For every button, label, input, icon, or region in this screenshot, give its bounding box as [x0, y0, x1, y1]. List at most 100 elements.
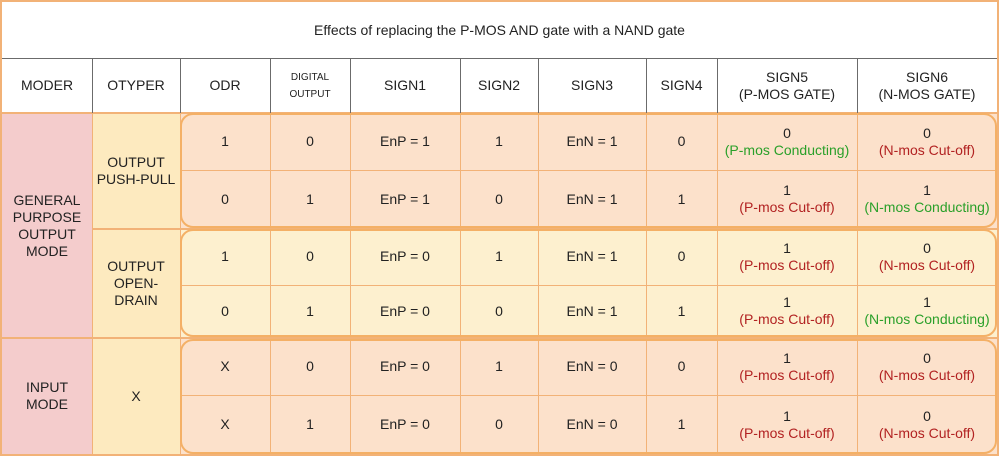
row0-sign1: EnP = 1 [380, 133, 430, 149]
row-divider [180, 395, 997, 396]
row3-digital-output: 1 [306, 302, 314, 319]
row1-sign6: 1 (N-mos Conducting) [857, 170, 997, 228]
row1-sign5-note: (P-mos Cut-off) [739, 199, 835, 215]
row0-odr: 1 [221, 133, 229, 149]
row5-odr: X [220, 416, 230, 432]
col-divider [538, 113, 539, 454]
hdr-divider [350, 58, 351, 113]
row0-sign3: EnN = 1 [566, 133, 618, 149]
row0-sign5-value: 0 [783, 124, 791, 141]
row3-odr: 0 [221, 302, 229, 319]
row2-sign6-note: (N-mos Cut-off) [878, 256, 976, 273]
hdr-divider [92, 58, 93, 113]
row3-sign5-note: (P-mos Cut-off) [739, 311, 835, 327]
hdr-divider [717, 58, 718, 113]
hdr-divider [460, 58, 461, 113]
row4-sign2: 1 [495, 358, 503, 374]
push-pull-group-panel [180, 113, 997, 228]
row4-odr: X [220, 358, 230, 374]
otyper-x: X [131, 387, 141, 404]
row4-sign5: 1 (P-mos Cut-off) [717, 338, 857, 395]
header-sign4: SIGN4 [660, 77, 703, 93]
row4-sign5-note: (P-mos Cut-off) [739, 366, 835, 383]
input-line1: INPUT [26, 379, 68, 395]
header-odr: ODR [209, 77, 241, 93]
header-background [0, 0, 999, 113]
row5-sign5-note: (P-mos Cut-off) [739, 424, 835, 441]
row2-sign5-value: 1 [783, 239, 791, 256]
header-sign5: SIGN5 (P-MOS GATE) [717, 58, 857, 113]
row0-sign5-note: (P-mos Conducting) [724, 141, 850, 158]
row5-sign5-value: 1 [783, 407, 791, 424]
col-divider [92, 113, 93, 454]
row1-sign5-value: 1 [783, 182, 791, 198]
row3-sign5: 1 (P-mos Cut-off) [717, 285, 857, 337]
od-line1: OUTPUT [107, 257, 165, 274]
row1-sign3: EnN = 1 [566, 190, 618, 207]
row0-sign6: 0 (N-mos Cut-off) [857, 113, 997, 170]
row5-sign6-value: 0 [923, 407, 931, 424]
row1-sign2: 0 [495, 190, 503, 207]
row3-sign3: EnN = 1 [566, 302, 618, 319]
title-divider [2, 58, 997, 59]
row3-sign6-note: (N-mos Conducting) [864, 311, 990, 327]
od-line2: OPEN- [113, 274, 159, 291]
row1-odr: 0 [221, 190, 229, 207]
header-moder: MODER [20, 77, 74, 93]
row4-sign1: EnP = 0 [380, 358, 430, 374]
header-sign6: SIGN6 (N-MOS GATE) [857, 58, 997, 113]
row5-sign1: EnP = 0 [380, 416, 430, 432]
row2-odr: 1 [221, 248, 229, 264]
row3-sign1: EnP = 0 [380, 302, 430, 319]
row2-digital-output: 0 [306, 248, 314, 264]
row2-sign4: 0 [677, 248, 686, 264]
row5-sign2: 0 [495, 416, 503, 432]
row0-sign4: 0 [677, 133, 686, 149]
otyper-fill [92, 113, 180, 454]
row5-sign6-note: (N-mos Cut-off) [878, 424, 976, 441]
hdr-divider [180, 58, 181, 113]
row0-sign6-value: 0 [923, 124, 931, 141]
row0-sign2: 1 [495, 133, 503, 149]
row2-sign3: EnN = 1 [566, 248, 618, 264]
moder-input-mode: INPUT MODE [2, 338, 92, 454]
input-group-panel [180, 339, 997, 454]
row4-sign6-note: (N-mos Cut-off) [878, 366, 976, 383]
gpo-line4: MODE [26, 242, 68, 259]
gpo-line3: OUTPUT [18, 225, 76, 242]
row1-digital-output: 1 [306, 190, 314, 207]
hdr-divider [270, 58, 271, 113]
hdr-divider [857, 58, 858, 113]
gpo-line1: GENERAL [13, 191, 81, 208]
pp-line2: PUSH-PULL [96, 170, 176, 187]
col-divider [646, 113, 647, 454]
row5-sign5: 1 (P-mos Cut-off) [717, 395, 857, 454]
group-divider [2, 337, 997, 339]
row2-sign6: 0 (N-mos Cut-off) [857, 228, 997, 285]
gpo-moder-fill [2, 113, 92, 338]
row2-sign1: EnP = 0 [380, 248, 430, 264]
header-sign1: SIGN1 [383, 77, 426, 93]
row1-sign6-value: 1 [923, 182, 931, 198]
row-divider [180, 285, 997, 286]
row0-sign6-note: (N-mos Cut-off) [878, 141, 976, 158]
header-otyper: OTYPER [107, 77, 165, 93]
otyper-push-pull: OUTPUT PUSH-PULL [92, 113, 180, 228]
row0-sign5: 0 (P-mos Conducting) [717, 113, 857, 170]
row1-sign6-note: (N-mos Conducting) [864, 199, 990, 215]
col-divider [350, 113, 351, 454]
row3-sign6-value: 1 [923, 294, 931, 310]
input-rows-fill [180, 338, 997, 454]
hdr-divider [538, 58, 539, 113]
row2-sign5: 1 (P-mos Cut-off) [717, 228, 857, 285]
row1-sign1: EnP = 1 [380, 190, 430, 207]
col-divider [270, 113, 271, 454]
open-drain-rows-fill [180, 228, 997, 338]
row5-sign3: EnN = 0 [566, 416, 618, 432]
header-sign3: SIGN3 [570, 77, 613, 93]
header-sign6-line2: (N-MOS GATE) [878, 85, 976, 102]
od-line3: DRAIN [114, 291, 158, 308]
row5-digital-output: 1 [306, 416, 314, 432]
moder-general-purpose-output-mode: GENERAL PURPOSE OUTPUT MODE [2, 113, 92, 338]
